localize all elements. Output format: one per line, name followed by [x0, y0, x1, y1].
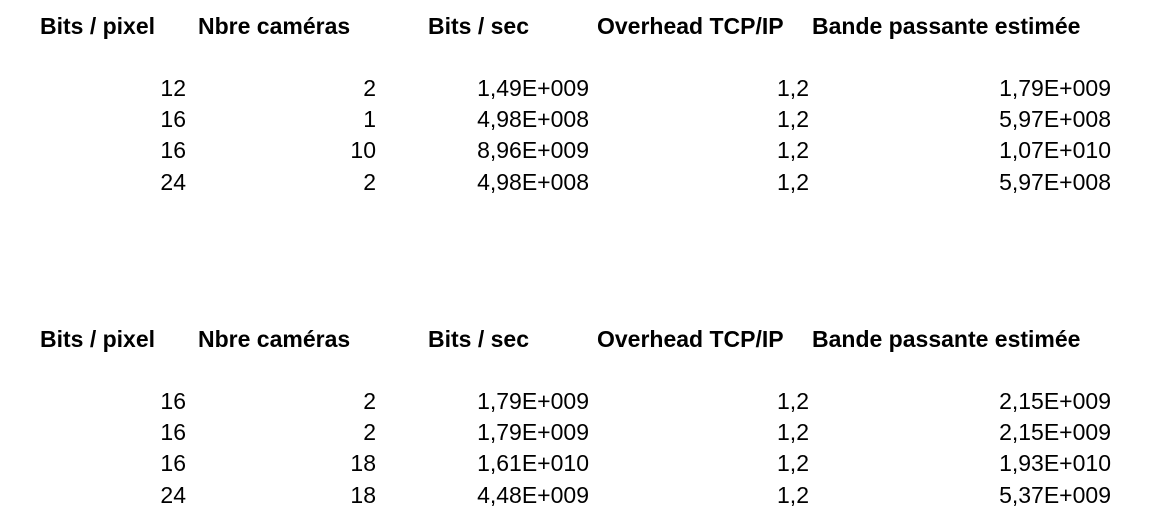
header-overhead-tcpip: Overhead TCP/IP [597, 326, 784, 352]
cell-bandwidth: 1,93E+010 [999, 450, 1111, 476]
cell-camera-count: 2 [363, 419, 376, 445]
cell-camera-count: 2 [363, 169, 376, 195]
header-camera-count: Nbre caméras [198, 326, 351, 352]
cell-bits-per-sec: 1,79E+009 [477, 419, 589, 445]
cell-overhead: 1,2 [777, 75, 809, 101]
table-row: 16 2 1,79E+009 1,2 2,15E+009 [0, 417, 1160, 448]
cell-bits-per-pixel: 12 [160, 75, 186, 101]
cell-camera-count: 10 [350, 137, 376, 163]
header-estimated-bandwidth: Bande passante estimée [812, 326, 1081, 352]
cell-bits-per-pixel: 16 [160, 450, 186, 476]
cell-bandwidth: 5,97E+008 [999, 106, 1111, 132]
cell-overhead: 1,2 [777, 450, 809, 476]
table-row: 24 2 4,98E+008 1,2 5,97E+008 [0, 167, 1160, 198]
cell-bits-per-pixel: 16 [160, 388, 186, 414]
table-row: 16 10 8,96E+009 1,2 1,07E+010 [0, 135, 1160, 166]
cell-bandwidth: 2,15E+009 [999, 388, 1111, 414]
cell-overhead: 1,2 [777, 169, 809, 195]
cell-bandwidth: 1,07E+010 [999, 137, 1111, 163]
header-estimated-bandwidth: Bande passante estimée [812, 13, 1081, 39]
cell-bits-per-sec: 1,49E+009 [477, 75, 589, 101]
header-bits-per-sec: Bits / sec [428, 326, 529, 352]
cell-bits-per-sec: 8,96E+009 [477, 137, 589, 163]
cell-bits-per-sec: 1,79E+009 [477, 388, 589, 414]
header-camera-count: Nbre caméras [198, 13, 351, 39]
table-row: 16 18 1,61E+010 1,2 1,93E+010 [0, 448, 1160, 479]
header-bits-per-sec: Bits / sec [428, 13, 529, 39]
cell-bits-per-pixel: 24 [160, 169, 186, 195]
cell-bandwidth: 2,15E+009 [999, 419, 1111, 445]
header-overhead-tcpip: Overhead TCP/IP [597, 13, 784, 39]
cell-camera-count: 18 [350, 482, 376, 508]
table-row: 12 2 1,49E+009 1,2 1,79E+009 [0, 73, 1160, 104]
cell-camera-count: 18 [350, 450, 376, 476]
cell-bits-per-sec: 4,98E+008 [477, 169, 589, 195]
cell-bandwidth: 1,79E+009 [999, 75, 1111, 101]
cell-overhead: 1,2 [777, 106, 809, 132]
cell-overhead: 1,2 [777, 137, 809, 163]
cell-camera-count: 2 [363, 388, 376, 414]
table-row: 16 1 4,98E+008 1,2 5,97E+008 [0, 104, 1160, 135]
cell-overhead: 1,2 [777, 419, 809, 445]
cell-camera-count: 1 [363, 106, 376, 132]
cell-bits-per-sec: 4,48E+009 [477, 482, 589, 508]
cell-camera-count: 2 [363, 75, 376, 101]
cell-bandwidth: 5,97E+008 [999, 169, 1111, 195]
header-bits-per-pixel: Bits / pixel [40, 326, 156, 352]
cell-bits-per-pixel: 16 [160, 106, 186, 132]
cell-bits-per-pixel: 16 [160, 419, 186, 445]
cell-bits-per-sec: 4,98E+008 [477, 106, 589, 132]
cell-overhead: 1,2 [777, 388, 809, 414]
cell-bits-per-sec: 1,61E+010 [477, 450, 589, 476]
table-row: 24 18 4,48E+009 1,2 5,37E+009 [0, 480, 1160, 511]
header-bits-per-pixel: Bits / pixel [40, 13, 156, 39]
cell-bandwidth: 5,37E+009 [999, 482, 1111, 508]
cell-bits-per-pixel: 24 [160, 482, 186, 508]
cell-overhead: 1,2 [777, 482, 809, 508]
table-row: 16 2 1,79E+009 1,2 2,15E+009 [0, 386, 1160, 417]
cell-bits-per-pixel: 16 [160, 137, 186, 163]
